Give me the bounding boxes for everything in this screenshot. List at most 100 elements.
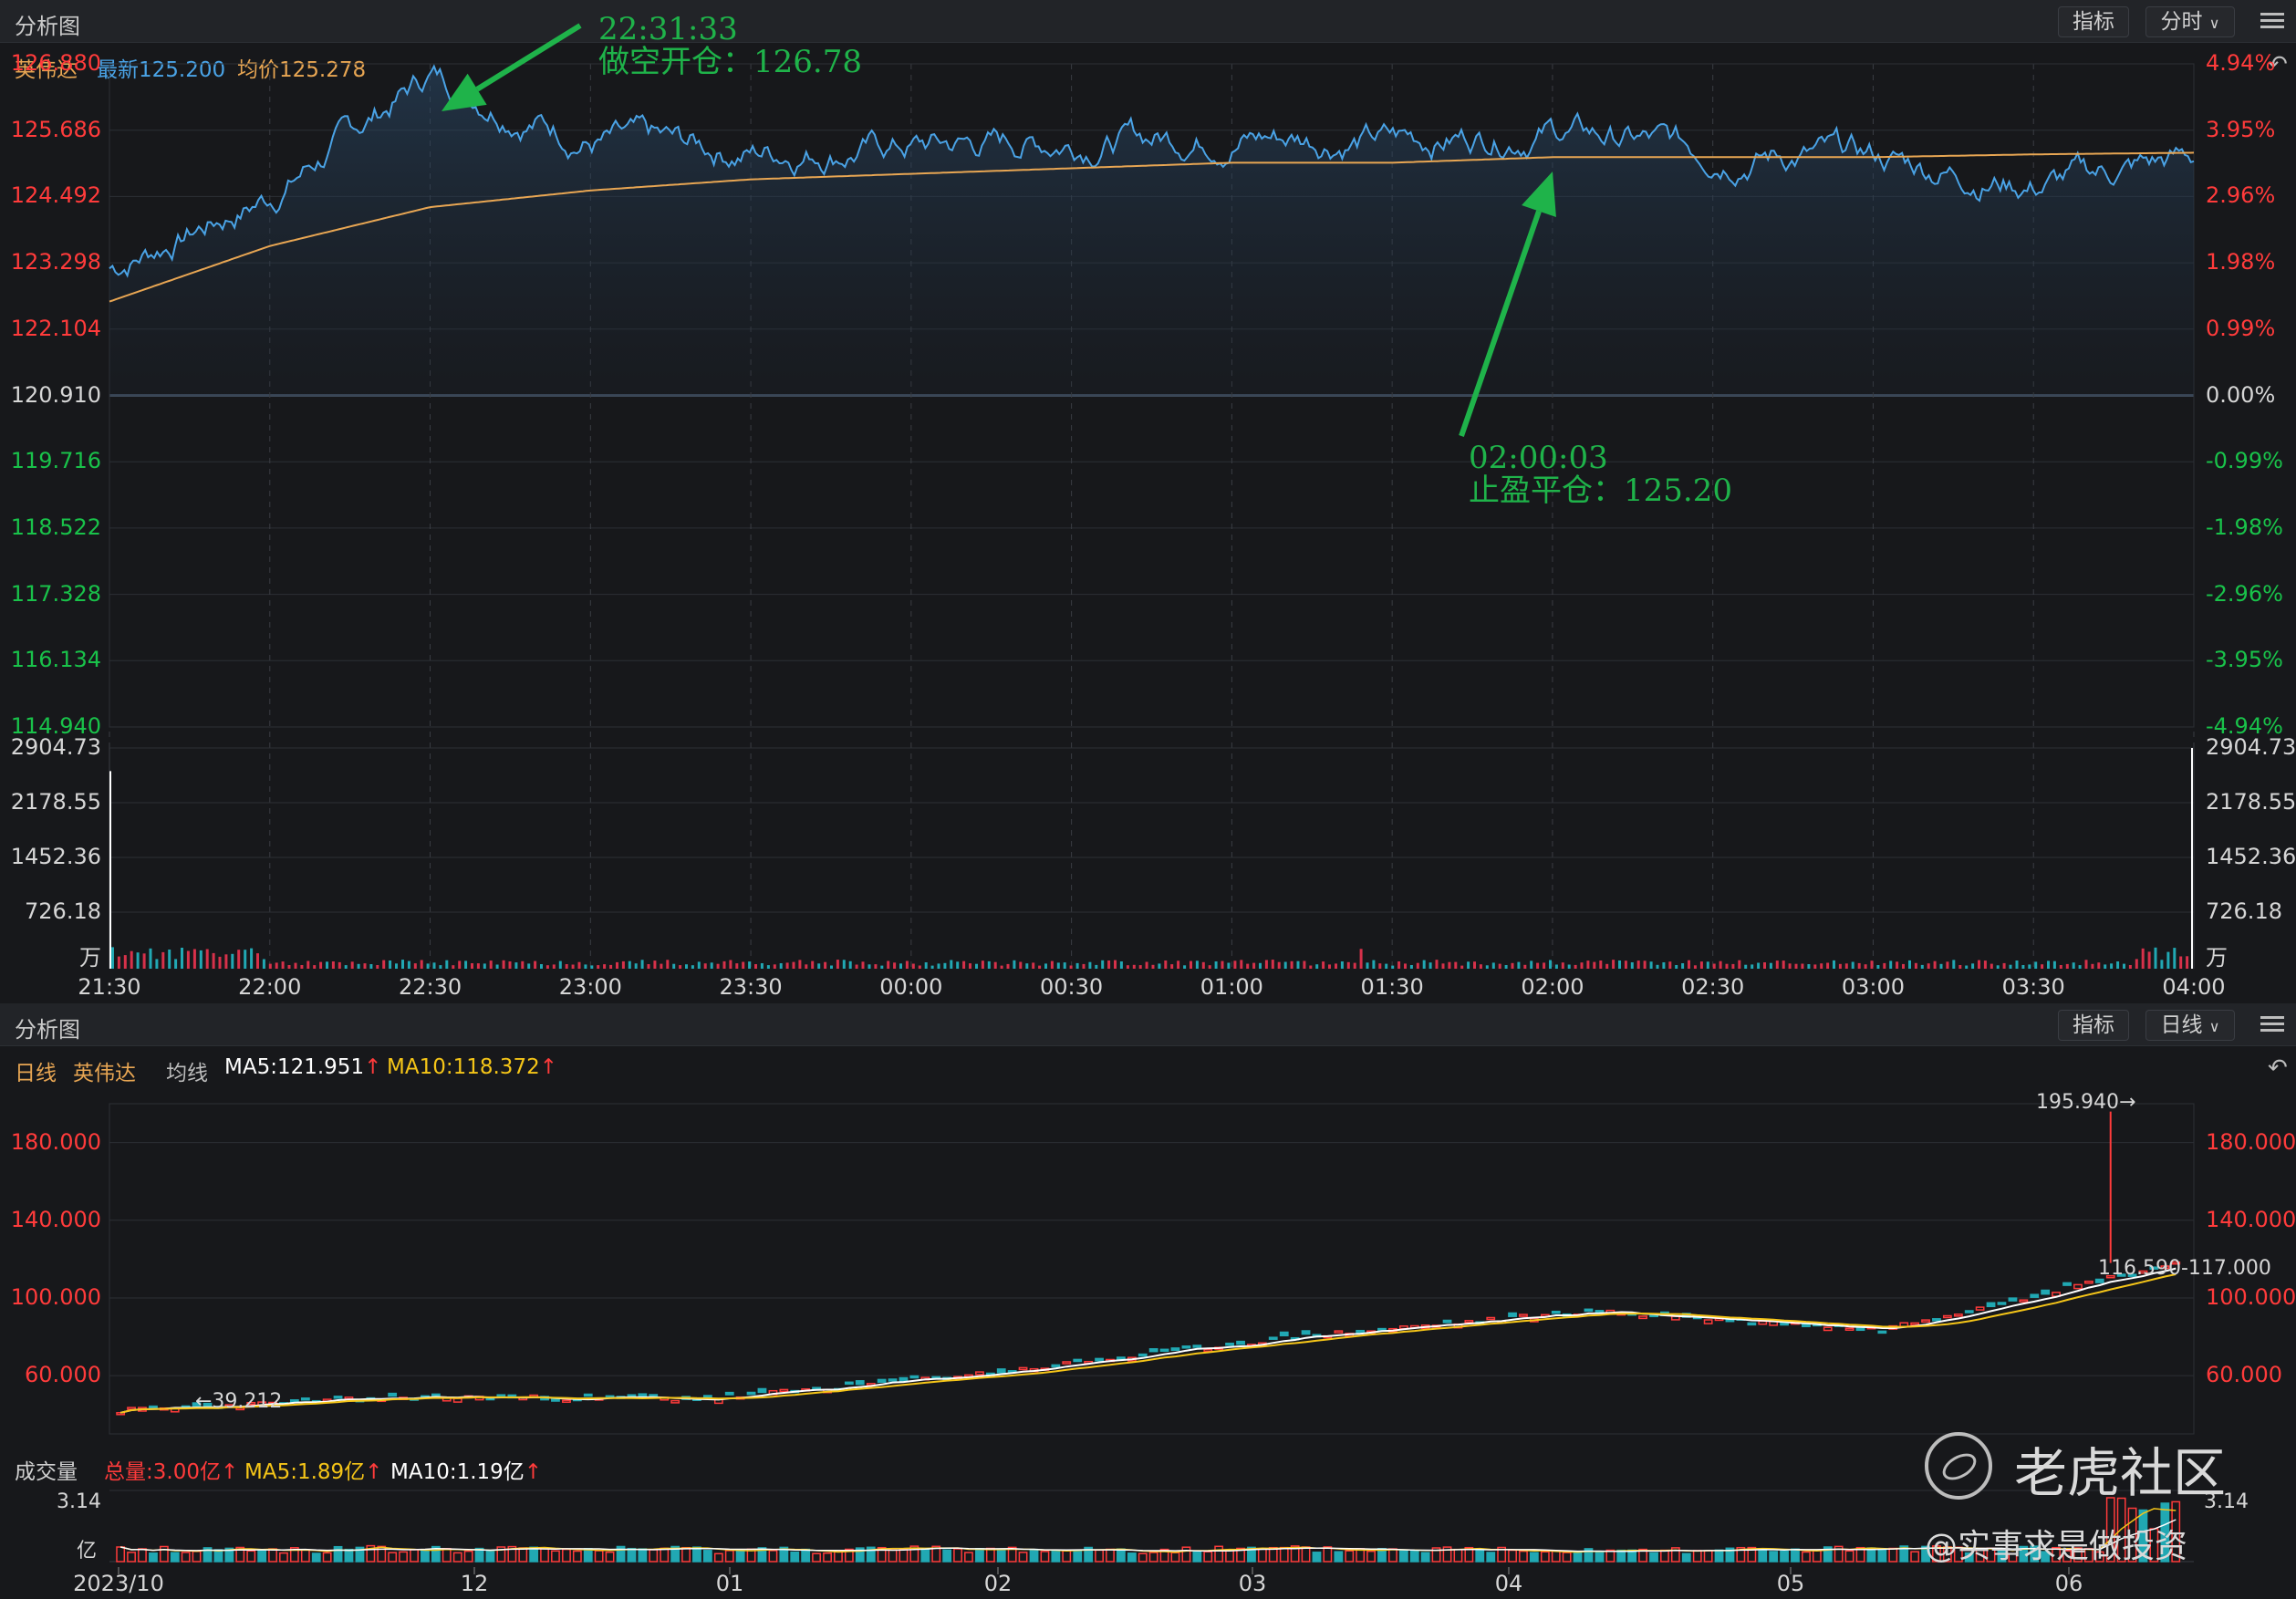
candle (1279, 1331, 1289, 1337)
volume2-bar (866, 1546, 876, 1563)
volume2-bar (1508, 1549, 1517, 1563)
volume-bar (1346, 961, 1350, 969)
volume-bar (1214, 961, 1218, 969)
volume-bar (350, 961, 354, 969)
time-tick: 00:30 (1040, 974, 1104, 1000)
volume-bar (1498, 963, 1501, 969)
volume-bar (697, 961, 701, 969)
volume-bar (1366, 962, 1369, 969)
candle (452, 1397, 462, 1403)
volume2-bar (1877, 1549, 1887, 1563)
menu-icon[interactable] (2260, 9, 2284, 31)
price-tick-left: 116.134 (10, 647, 101, 673)
volume2-bar (1584, 1548, 1594, 1563)
volume-tick-right: 1452.36 (2206, 844, 2296, 869)
time-tick: 02:30 (1681, 974, 1745, 1000)
volume-bar (1264, 960, 1268, 969)
volume-bar (224, 954, 228, 969)
pct-tick-right: 0.00% (2206, 381, 2276, 408)
volume2-bar (2030, 1545, 2040, 1563)
volume-bar (1699, 961, 1703, 969)
ma5-line-series (119, 1267, 2177, 1414)
volume-bar (1813, 964, 1817, 969)
candle (1138, 1353, 1148, 1357)
candle (2105, 1274, 2115, 1279)
candle (116, 1412, 126, 1416)
volume-bar (937, 963, 940, 969)
reset-icon[interactable]: ↶ (2268, 51, 2288, 78)
volume2-bar (1398, 1550, 1408, 1563)
volume2-bar (2062, 1550, 2072, 1563)
candle (333, 1396, 343, 1399)
volume-bar (634, 963, 638, 969)
volume2-bar (452, 1552, 462, 1563)
period-select-2[interactable]: 日线 ∨ (2145, 1010, 2235, 1041)
candle (1116, 1356, 1126, 1360)
candle (300, 1397, 310, 1401)
volume2-bar (779, 1546, 789, 1563)
volume2-bar (1769, 1551, 1779, 1563)
volume-bar (899, 963, 902, 969)
volume-bar (1896, 961, 1899, 969)
volume2-bar (181, 1552, 191, 1563)
volume-bar (111, 947, 114, 969)
volume-bar (1543, 962, 1546, 969)
volume2-bar (1670, 1547, 1680, 1563)
volume2-bar (1638, 1548, 1647, 1563)
volume2-bar (812, 1552, 821, 1563)
volume2-bar (1453, 1548, 1463, 1563)
candle (192, 1402, 202, 1407)
volume2-bar (1301, 1546, 1311, 1563)
reset-icon-2[interactable]: ↶ (2268, 1054, 2288, 1082)
volume-bar (830, 965, 833, 969)
indicator-button[interactable]: 指标 (2058, 6, 2129, 37)
volume2-bar (594, 1550, 604, 1563)
volume-bar (1069, 965, 1073, 969)
volume2-bar (442, 1548, 452, 1563)
price-tick-left: 120.910 (10, 381, 101, 408)
volume2-bar (1170, 1552, 1180, 1563)
volume-bar (1227, 962, 1231, 969)
volume-bar (401, 960, 404, 969)
volume-bar (1429, 962, 1432, 969)
volume-bar (911, 963, 915, 969)
volume-bar (1826, 962, 1830, 969)
candle (1758, 1320, 1768, 1325)
volume-bar (880, 965, 884, 969)
candle (1486, 1316, 1496, 1321)
volume2-bar (1464, 1546, 1474, 1563)
volume-bar (1693, 965, 1697, 969)
volume2-bar (920, 1547, 930, 1563)
period-select[interactable]: 分时 ∨ (2145, 6, 2235, 37)
volume-bar (1409, 965, 1413, 969)
volume-bar (319, 961, 323, 969)
volume-bar (123, 955, 127, 969)
indicator-button-2[interactable]: 指标 (2058, 1010, 2129, 1041)
high-marker: 195.940→ (2036, 1091, 2136, 1114)
volume-bar (1668, 961, 1672, 969)
volume2-bar (1051, 1549, 1061, 1563)
volume2-bar (213, 1549, 223, 1563)
volume2-bar (1747, 1546, 1757, 1563)
volume-bar (1706, 961, 1709, 969)
volume-bar (1353, 962, 1356, 969)
volume2-bar (507, 1545, 517, 1563)
volume-bar (1838, 963, 1842, 969)
top-panel-header: 分析图 指标 分时 ∨ (0, 0, 2296, 43)
volume2-bar (268, 1548, 277, 1563)
bottom-panel-header: 分析图 指标 日线 ∨ (0, 1003, 2296, 1046)
candle (388, 1392, 398, 1397)
volume-bar (1681, 963, 1685, 969)
time-tick: 22:30 (398, 974, 462, 1000)
chevron-down-icon: ∨ (2208, 15, 2220, 32)
volume-bar (1038, 965, 1042, 969)
volume2-bar (1203, 1551, 1213, 1563)
candle (1964, 1310, 1974, 1313)
volume2-bar (1758, 1548, 1768, 1563)
volume-bar (785, 962, 789, 969)
volume2-bar (2116, 1497, 2126, 1563)
volume2-bar (931, 1545, 941, 1563)
price-tick-left: 126.880 (10, 50, 101, 76)
menu-icon-2[interactable] (2260, 1012, 2284, 1034)
volume2-bar (660, 1547, 670, 1563)
